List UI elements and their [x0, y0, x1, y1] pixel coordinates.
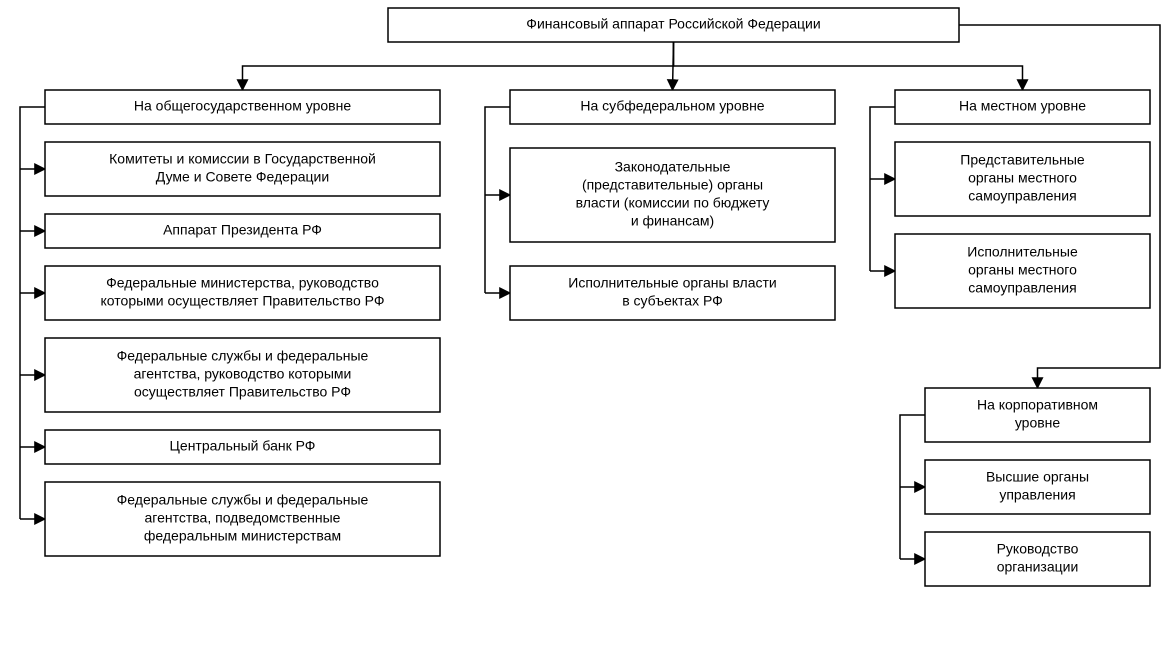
node-c1b6-line-2: федеральным министерствам	[144, 528, 341, 544]
node-c2b1-line-3: и финансам)	[631, 213, 714, 229]
node-c1b6-line-1: агентства, подведомственные	[145, 510, 341, 526]
node-c4b1: Высшие органы управления	[925, 460, 1150, 514]
node-c3-line-0: На местном уровне	[959, 98, 1086, 114]
node-c2: На субфедеральном уровне	[510, 90, 835, 124]
node-c1b2-line-0: Аппарат Президента РФ	[163, 222, 322, 238]
node-c1b5: Центральный банк РФ	[45, 430, 440, 464]
node-root-line-0: Финансовый аппарат Российской Федерации	[526, 16, 820, 32]
node-c1b5-line-0: Центральный банк РФ	[170, 438, 316, 454]
nodes-layer: Финансовый аппарат Российской Федерации Н…	[45, 8, 1150, 586]
node-c1b6: Федеральные службы и федеральные агентств…	[45, 482, 440, 556]
node-c1b4-line-1: агентства, руководство которыми	[134, 366, 352, 382]
node-c1b3: Федеральные министерства, руководство кот…	[45, 266, 440, 320]
node-c1b3-line-0: Федеральные министерства, руководство	[106, 275, 379, 291]
node-c1b1-line-1: Думе и Совете Федерации	[156, 169, 329, 185]
node-c3b1: Представительные органы местного самоуправ…	[895, 142, 1150, 216]
edge-root-c1	[243, 42, 674, 90]
node-c4b1-line-0: Высшие органы	[986, 469, 1089, 485]
node-c4b1-line-1: управления	[999, 487, 1075, 503]
node-c3b1-line-2: самоуправления	[968, 188, 1076, 204]
node-c1b4-line-0: Федеральные службы и федеральные	[117, 348, 369, 364]
node-c3b2: Исполнительные органы местного самоуправле…	[895, 234, 1150, 308]
node-c2b1-line-1: (представительные) органы	[582, 177, 763, 193]
node-c2b1-line-0: Законодательные	[615, 159, 731, 175]
node-c2-line-0: На субфедеральном уровне	[580, 98, 764, 114]
node-c3b1-line-1: органы местного	[968, 170, 1077, 186]
edge-root-c3	[674, 42, 1023, 90]
node-c1b1: Комитеты и комиссии в Государственной Дум…	[45, 142, 440, 196]
node-c3b2-line-2: самоуправления	[968, 280, 1076, 296]
node-c2b2-line-0: Исполнительные органы власти	[568, 275, 777, 291]
node-c1b2: Аппарат Президента РФ	[45, 214, 440, 248]
node-c3b2-line-0: Исполнительные	[967, 244, 1078, 260]
node-c2b2-line-1: в субъектах РФ	[622, 293, 723, 309]
bus-c2	[485, 107, 510, 293]
node-root: Финансовый аппарат Российской Федерации	[388, 8, 959, 42]
bus-c3	[870, 107, 895, 271]
node-c4-line-1: уровне	[1015, 415, 1061, 431]
node-c1b4: Федеральные службы и федеральные агентств…	[45, 338, 440, 412]
node-c1b4-line-2: осуществляет Правительство РФ	[134, 384, 351, 400]
node-c4-line-0: На корпоративном	[977, 397, 1098, 413]
node-c1: На общегосударственном уровне	[45, 90, 440, 124]
node-c2b1: Законодательные (представительные) органы…	[510, 148, 835, 242]
node-c4b2-line-0: Руководство	[997, 541, 1079, 557]
node-c3b2-line-1: органы местного	[968, 262, 1077, 278]
node-c2b2: Исполнительные органы власти в субъектах …	[510, 266, 835, 320]
node-c1b3-line-1: которыми осуществляет Правительство РФ	[101, 293, 385, 309]
node-c2b1-line-2: власти (комиссии по бюджету	[576, 195, 770, 211]
node-c3b1-line-0: Представительные	[960, 152, 1085, 168]
node-c4: На корпоративном уровне	[925, 388, 1150, 442]
node-c4b2-line-1: организации	[997, 559, 1079, 575]
node-c4b2: Руководство организации	[925, 532, 1150, 586]
node-c1b1-line-0: Комитеты и комиссии в Государственной	[109, 151, 376, 167]
node-c1b6-line-0: Федеральные службы и федеральные	[117, 492, 369, 508]
node-c3: На местном уровне	[895, 90, 1150, 124]
node-c1-line-0: На общегосударственном уровне	[134, 98, 351, 114]
